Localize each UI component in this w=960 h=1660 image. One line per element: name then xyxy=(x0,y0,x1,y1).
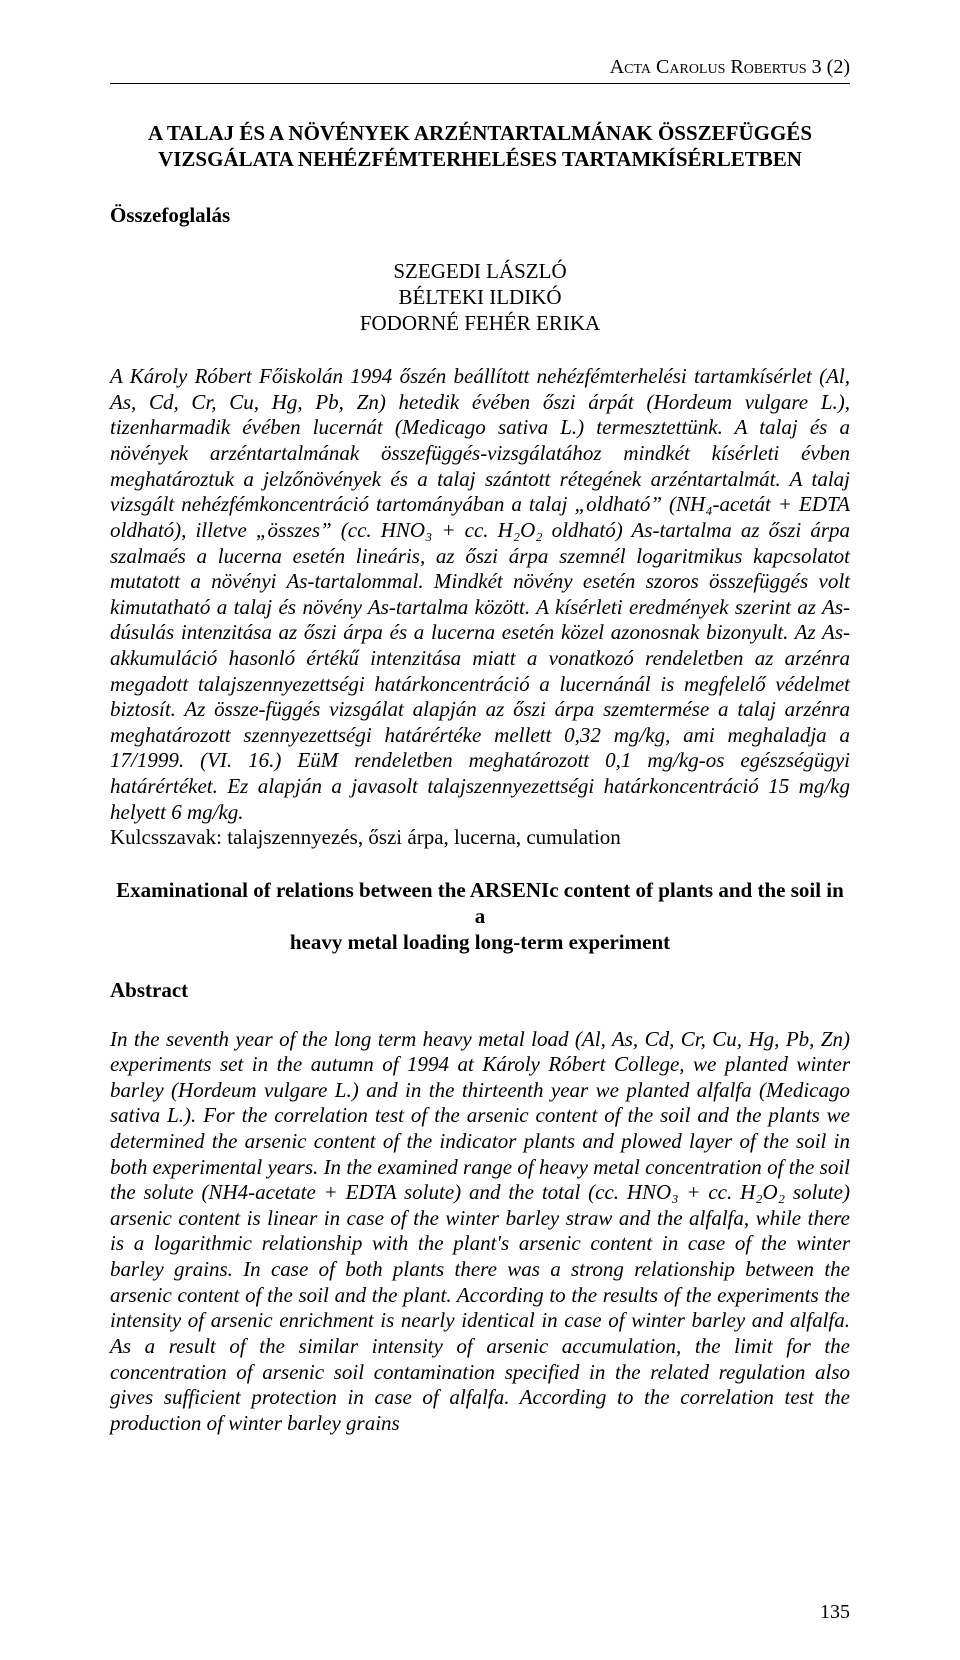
summary-label: Összefoglalás xyxy=(110,203,850,228)
page-number: 135 xyxy=(820,1601,850,1624)
abstract-label: Abstract xyxy=(110,978,850,1003)
author-1: SZEGEDI LÁSZLÓ xyxy=(110,258,850,284)
title-hu-line2: VIZSGÁLATA NEHÉZFÉMTERHELÉSES TARTAMKÍSÉ… xyxy=(110,146,850,172)
keywords-line: Kulcsszavak: talajszennyezés, őszi árpa,… xyxy=(110,825,850,851)
authors-block: SZEGEDI LÁSZLÓ BÉLTEKI ILDIKÓ FODORNÉ FE… xyxy=(110,258,850,337)
author-3: FODORNÉ FEHÉR ERIKA xyxy=(110,310,850,336)
keywords-value: talajszennyezés, őszi árpa, lucerna, cum… xyxy=(227,825,621,849)
title-hu: A TALAJ ÉS A NÖVÉNYEK ARZÉNTARTALMÁNAK Ö… xyxy=(110,120,850,173)
journal-name: Acta Carolus Robertus xyxy=(610,56,807,78)
abstract-text: In the seventh year of the long term hea… xyxy=(110,1027,850,1435)
title-en-line2: heavy metal loading long-term experiment xyxy=(110,929,850,955)
journal-issue: 3 (2) xyxy=(807,56,850,78)
page: Acta Carolus Robertus 3 (2) A TALAJ ÉS A… xyxy=(0,0,960,1660)
title-en: Examinational of relations between the A… xyxy=(110,877,850,956)
summary-body: A Károly Róbert Főiskolán 1994 őszén beá… xyxy=(110,364,850,825)
summary-text: A Károly Róbert Főiskolán 1994 őszén beá… xyxy=(110,364,850,823)
title-en-line1: Examinational of relations between the A… xyxy=(110,877,850,930)
keywords-label: Kulcsszavak: xyxy=(110,825,227,849)
author-2: BÉLTEKI ILDIKÓ xyxy=(110,284,850,310)
running-head: Acta Carolus Robertus 3 (2) xyxy=(110,56,850,79)
title-hu-line1: A TALAJ ÉS A NÖVÉNYEK ARZÉNTARTALMÁNAK Ö… xyxy=(110,120,850,146)
header-rule xyxy=(110,83,850,84)
abstract-body: In the seventh year of the long term hea… xyxy=(110,1027,850,1437)
